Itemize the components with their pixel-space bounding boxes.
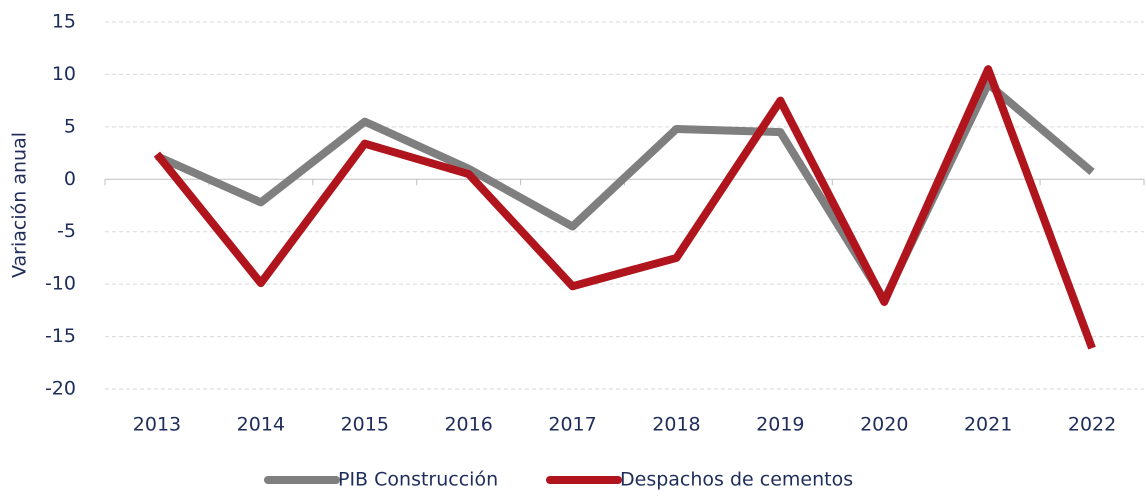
x-tick-label: 2019	[756, 414, 804, 436]
x-tick-label: 2014	[237, 414, 285, 436]
x-tick-label: 2013	[133, 414, 181, 436]
y-tick-label: -20	[45, 378, 76, 400]
x-tick-label: 2022	[1068, 414, 1116, 436]
y-tick-label: 5	[64, 115, 76, 137]
x-tick-label: 2020	[860, 414, 908, 436]
x-tick-label: 2018	[652, 414, 700, 436]
y-tick-label: -10	[45, 273, 76, 295]
y-tick-label: -15	[45, 325, 76, 347]
y-tick-label: 15	[52, 11, 76, 33]
x-tick-label: 2015	[341, 414, 389, 436]
y-tick-label: 10	[52, 63, 76, 85]
series-line	[153, 65, 1096, 350]
x-tick-label: 2017	[548, 414, 596, 436]
series-line	[155, 79, 1095, 304]
x-tick-label: 2016	[444, 414, 492, 436]
legend-label: Despachos de cementos	[620, 469, 853, 491]
y-axis-label: Variación anual	[9, 132, 31, 278]
y-tick-label: -5	[57, 220, 76, 242]
legend-label: PIB Construcción	[338, 469, 498, 491]
y-tick-label: 0	[64, 168, 76, 190]
x-tick-label: 2021	[964, 414, 1012, 436]
